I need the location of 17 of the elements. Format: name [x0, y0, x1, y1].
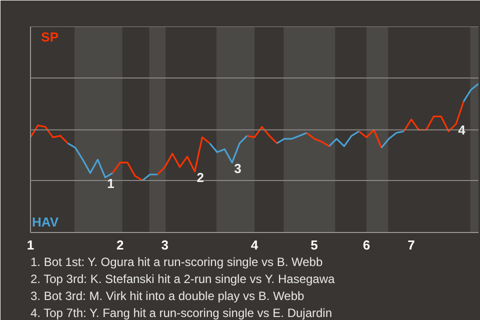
x-tick-label: 3 [161, 238, 169, 252]
x-tick-label: 5 [310, 238, 318, 252]
text: HAV [32, 214, 59, 230]
text: 4. Top 7th: Y. Fang hit a run-scoring single vs E. Dujardin [30, 306, 332, 320]
text: 1. Bot 1st: Y. Ogura hit a run-scoring single vs B. Webb [30, 255, 323, 269]
annotation: 4 [458, 122, 466, 138]
x-tick-label: 6 [362, 238, 370, 252]
x-tick-label: 2 [116, 238, 124, 252]
annotation: 3 [234, 161, 242, 176]
annotation: 1 [107, 176, 114, 191]
x-tick-label: 7 [408, 238, 415, 252]
x-tick-label: 1 [26, 238, 34, 252]
text: 2. Top 3rd: K. Stefanski hit a 2-run single vs Y. Hasegawa [30, 272, 336, 286]
annotation: 2 [196, 170, 204, 186]
text: SP [41, 30, 59, 44]
text: 3. Bot 3rd: M. Virk hit into a double play vs B. Webb [30, 289, 305, 303]
x-tick-label: 4 [250, 238, 259, 252]
